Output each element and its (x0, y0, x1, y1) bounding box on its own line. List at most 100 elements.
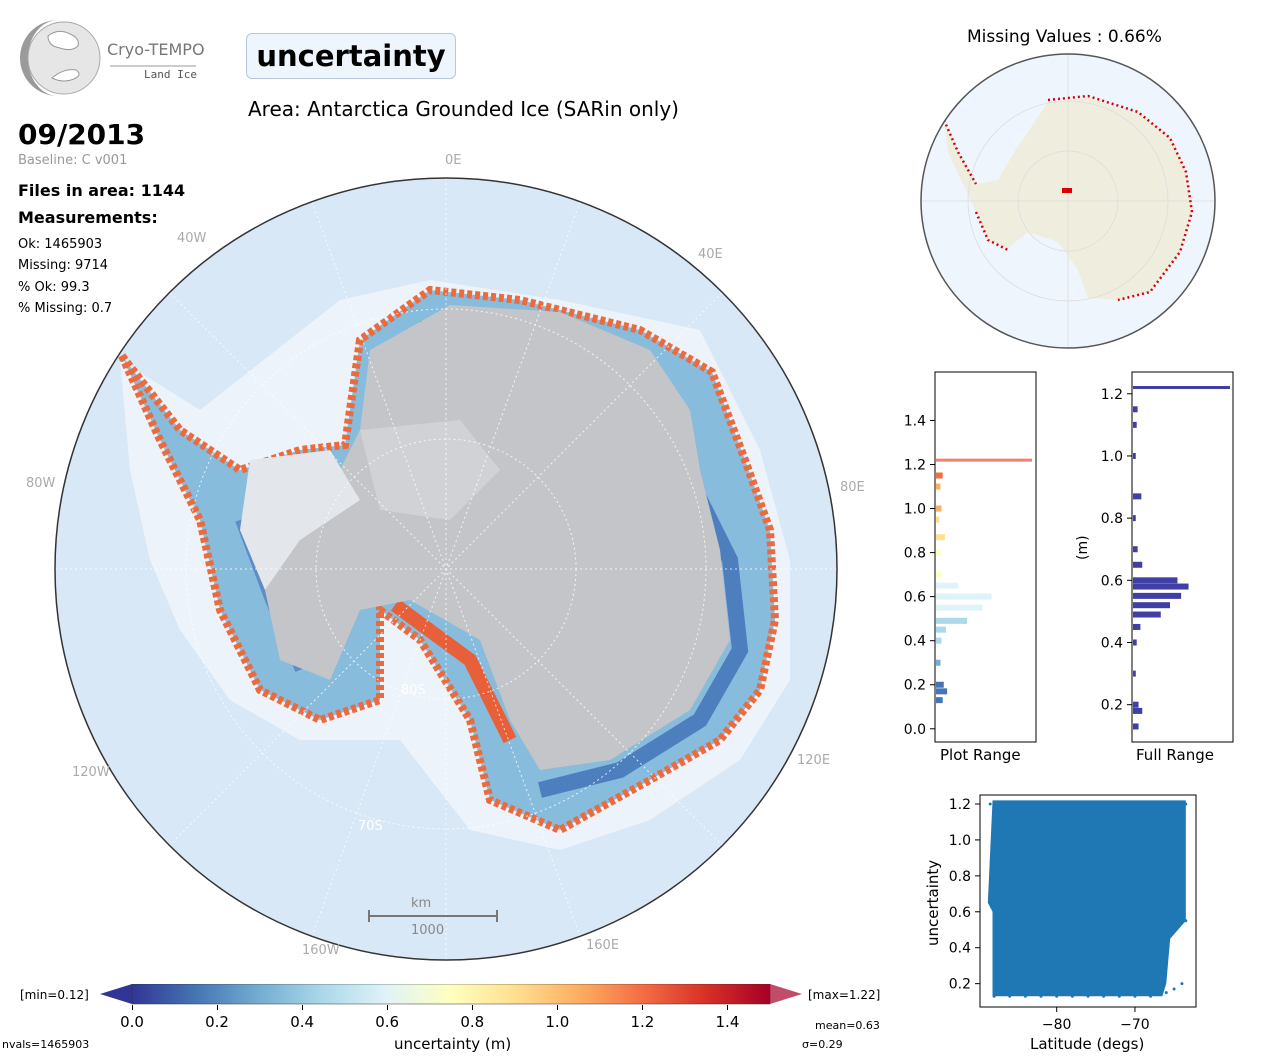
area-title: Area: Antarctica Grounded Ice (SARin onl… (248, 97, 679, 121)
hist-bar (1133, 602, 1171, 609)
scatter-xtick-label: −80 (1042, 1017, 1072, 1030)
hist-bar (936, 617, 968, 624)
scatter-points (987, 800, 1188, 998)
scatter-ytick-label: 1.2 (949, 797, 971, 813)
colorbar-tick-label: 0.6 (375, 1013, 400, 1031)
hist-ytick-label: 0.6 (904, 590, 926, 606)
colorbar-tick-mark (131, 1005, 133, 1010)
hist-plot-yticks: 0.0 0.2 0.4 0.6 0.8 1.0 1.2 1.4 (904, 413, 935, 738)
colorbar-max-extend (770, 984, 802, 1004)
scatter-point (1070, 994, 1074, 998)
hist-bar (936, 697, 943, 704)
scatter-xtick-label: −70 (1120, 1017, 1150, 1030)
hist-bar (936, 604, 983, 611)
scalebar-value: 1000 (411, 923, 445, 938)
scatter-point (1086, 994, 1090, 998)
colorbar-tick-label: 0.4 (290, 1013, 315, 1031)
scatter-ytick-label: 0.2 (949, 977, 971, 993)
hist-ytick-label: 0.8 (904, 546, 926, 562)
hist-bar (936, 472, 943, 479)
hist-ytick-label: 1.4 (904, 413, 926, 429)
scatter-point (1039, 994, 1043, 998)
scalebar (368, 910, 498, 922)
hist-ytick-label: 0.2 (1101, 698, 1123, 714)
ross-ice-shelf (240, 450, 360, 590)
hist-ytick-label: 1.0 (1101, 449, 1123, 465)
hist-full-xlabel: Full Range (1136, 746, 1214, 764)
hist-bar (936, 681, 944, 688)
lon-label-120w: 120W (72, 765, 110, 780)
colorbar-tick-mark (471, 1005, 473, 1010)
hist-ytick-label: 0.4 (904, 634, 926, 650)
scatter-point (1164, 991, 1168, 995)
hist-bar (1133, 592, 1182, 599)
logo-name: Cryo-TEMPO (107, 40, 205, 59)
colorbar-tick-label: 0.2 (205, 1013, 229, 1031)
missing-map-graticule (921, 54, 1215, 348)
low-uncertainty-band-north (419, 315, 621, 349)
scatter-xlabel: Latitude (degs) (1030, 1035, 1145, 1053)
scalebar-unit: km (411, 896, 432, 911)
hist-full-bars (1133, 406, 1189, 730)
hist-bar (936, 549, 941, 556)
colorbar-min-extend (100, 984, 132, 1004)
date-label: 09/2013 (18, 118, 146, 151)
colorbar-tick-mark (726, 1005, 728, 1010)
interior-ice-sheet (265, 305, 730, 770)
missing-values-map (920, 53, 1216, 349)
hist-bar (936, 637, 942, 644)
hist-ytick-label: 0.8 (1101, 511, 1123, 527)
scatter-point (1184, 802, 1188, 806)
nvals-label: nvals=1465903 (2, 1038, 90, 1051)
colorbar-min-label: [min=0.12] (20, 988, 89, 1002)
scatter-ytick-label: 1.0 (949, 833, 971, 849)
missing-map-title: Missing Values : 0.66% (967, 27, 1162, 47)
colorbar-tick-label: 1.0 (545, 1013, 570, 1031)
hist-bar (1133, 546, 1138, 553)
stat-pct-ok: % Ok: 99.3 (18, 280, 90, 295)
scatter-point (988, 802, 992, 806)
hist-bar (1133, 701, 1139, 708)
hist-bar (1133, 639, 1137, 646)
scatter-point (1156, 992, 1160, 996)
baseline-label: Baseline: C v001 (18, 153, 128, 168)
hist-bar (1133, 707, 1143, 714)
scatter-point (1102, 994, 1106, 998)
map-boundary (54, 177, 838, 961)
lon-label-0e: 0E (445, 153, 462, 168)
hist-full-frame (1131, 371, 1234, 743)
scatter-point (1149, 994, 1153, 998)
measurements-heading: Measurements: (18, 208, 158, 227)
mean-label: mean=0.63 (815, 1019, 880, 1032)
colorbar-tick-mark (556, 1005, 558, 1010)
hist-bar (1133, 611, 1161, 618)
hist-bar (936, 582, 959, 589)
hist-bar (936, 659, 941, 666)
scatter-yticks: 0.2 0.4 0.6 0.8 1.0 1.2 (949, 797, 980, 993)
missing-map-boundary (920, 53, 1216, 349)
colorbar-gradient (131, 984, 771, 1005)
lon-label-120e: 120E (797, 753, 831, 768)
colorbar-tick-mark (386, 1005, 388, 1010)
hist-bar (1133, 623, 1141, 630)
scatter-point (1008, 994, 1012, 998)
scatter-plot: 0.2 0.4 0.6 0.8 1.0 1.2 −80 −70 (949, 794, 1197, 1030)
hist-bar (1133, 670, 1136, 677)
hist-bar (1133, 421, 1137, 428)
hist-plot-bars (936, 472, 992, 704)
colorbar-tick-label: 0.8 (460, 1013, 485, 1031)
scatter-point (1172, 987, 1176, 991)
hist-bar (1133, 452, 1136, 459)
hist-ytick-label: 0.4 (1101, 636, 1123, 652)
hist-bar (936, 626, 946, 633)
sigma-label: σ=0.29 (802, 1038, 843, 1051)
scatter-ytick-label: 0.4 (949, 941, 971, 957)
transantarctic-high-band (390, 599, 517, 744)
lat-label-80s: 80S (401, 683, 426, 698)
hist-full-yticks: 0.2 0.4 0.6 0.8 1.0 1.2 (1101, 387, 1132, 714)
low-uncertainty-band (538, 476, 749, 798)
files-in-area: Files in area: 1144 (18, 181, 186, 200)
missing-points (942, 94, 1194, 302)
variable-title: uncertainty (246, 33, 456, 79)
colorbar-tick-label: 1.4 (715, 1013, 740, 1031)
